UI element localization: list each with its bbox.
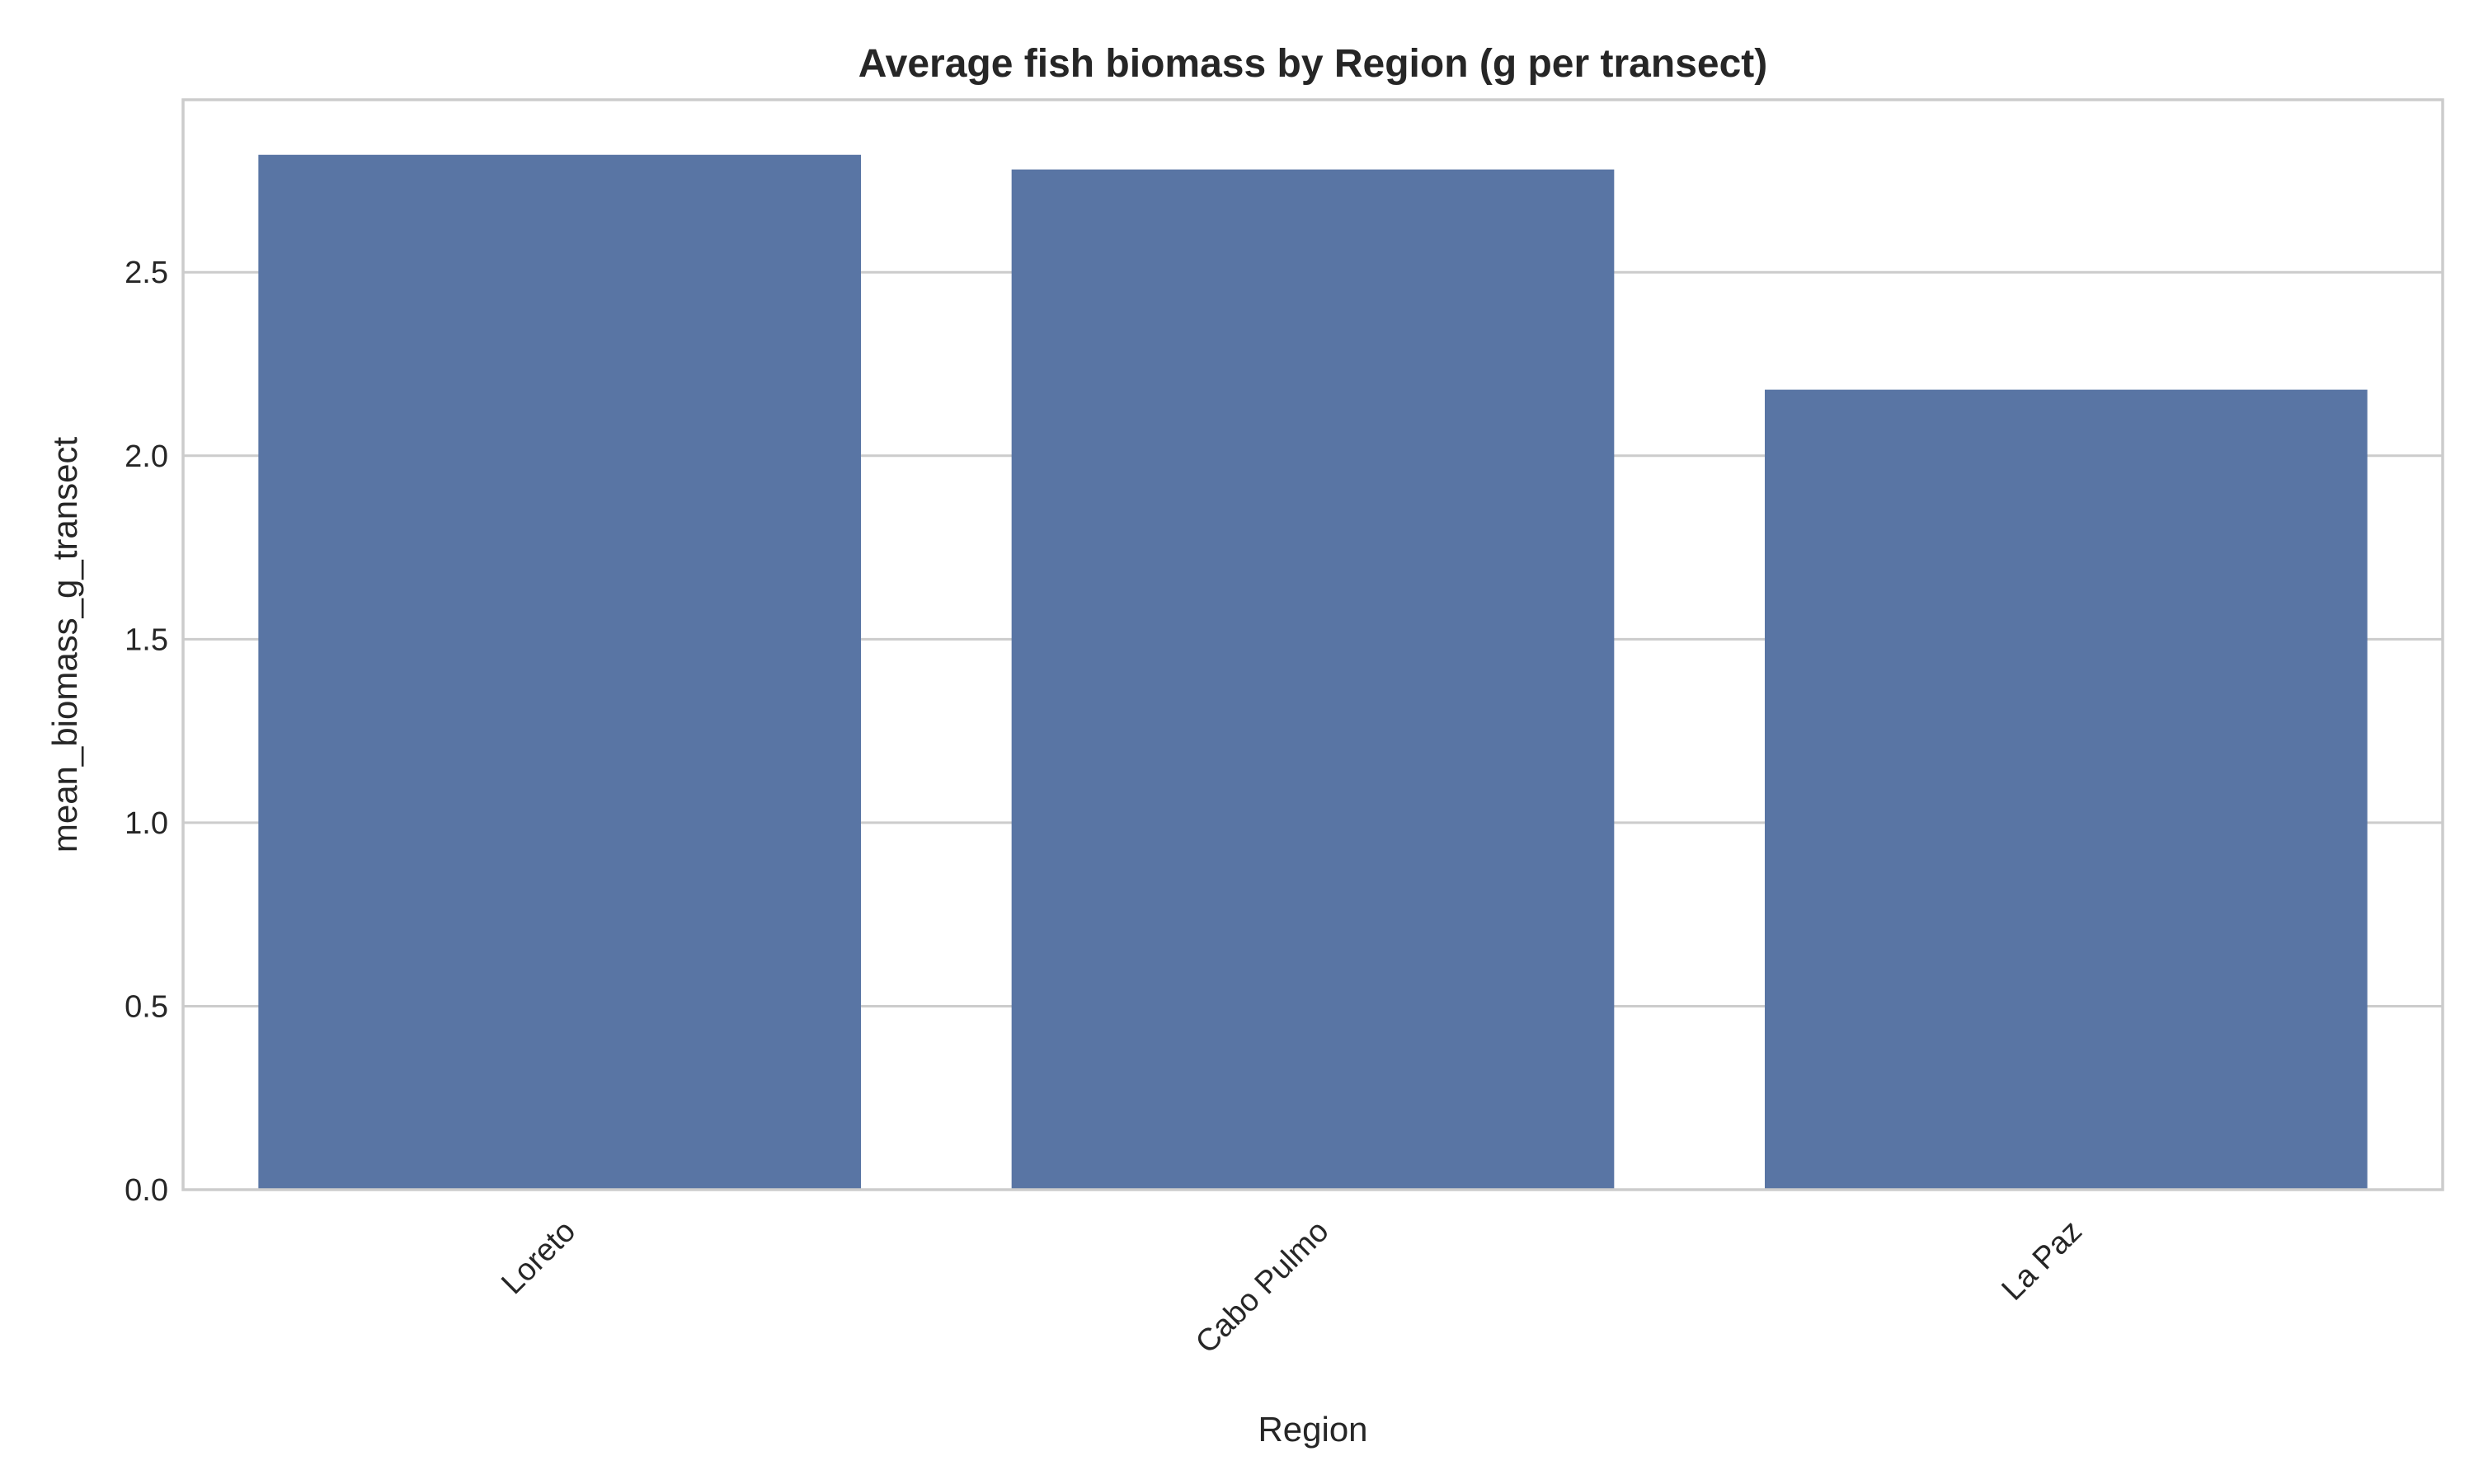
bar-loreto [258,154,861,1190]
y-tick-label: 1.5 [125,622,168,657]
y-tick-label: 0.0 [125,1173,168,1208]
y-axis-label: mean_biomass_g_transect [45,437,84,853]
y-tick-label: 2.5 [125,256,168,290]
y-tick-label: 2.0 [125,439,168,474]
plot-frame [181,98,2444,1191]
y-tick-label: 1.0 [125,806,168,841]
chart-title: Average fish biomass by Region (g per tr… [858,42,1768,86]
x-axis-label: Region [1258,1410,1367,1449]
bar-la-paz [1765,389,2368,1190]
y-tick-labels: 0.0 0.5 1.0 1.5 2.0 2.5 [125,256,168,1208]
bar-cabo-pulmo [1011,169,1615,1190]
bars [258,154,2368,1190]
y-tick-label: 0.5 [125,989,168,1024]
